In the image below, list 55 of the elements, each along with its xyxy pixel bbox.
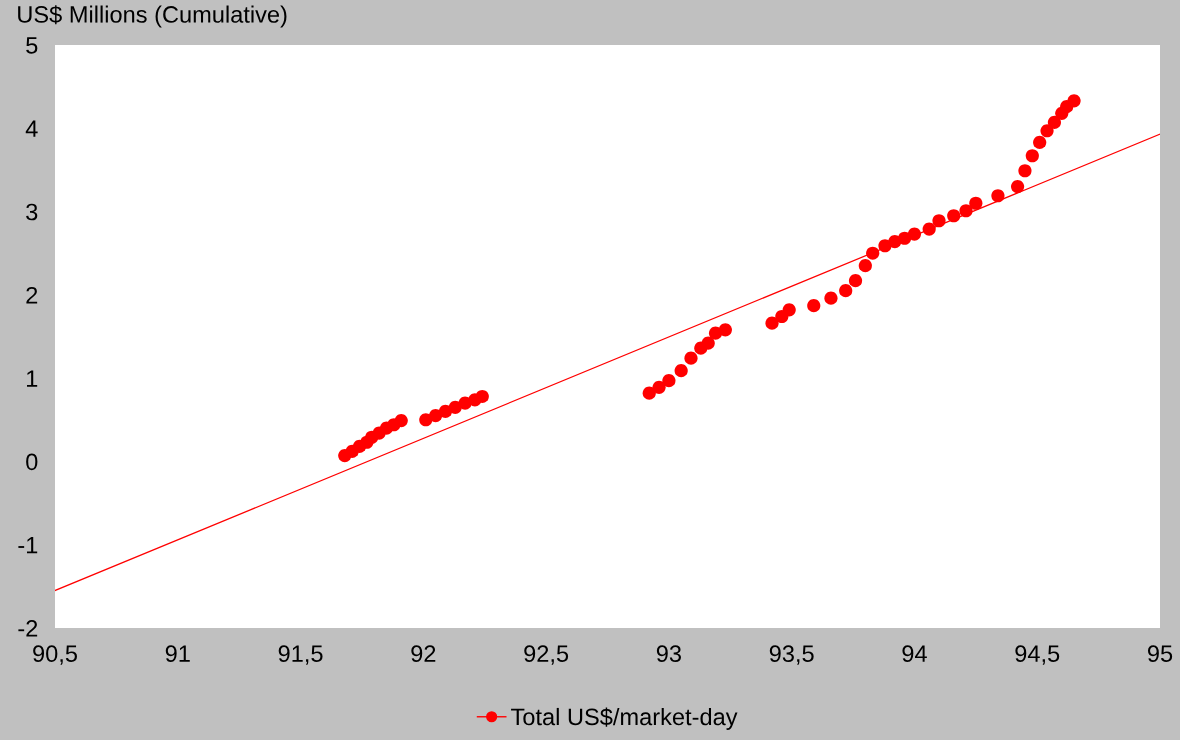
y-tick-label: 1: [27, 370, 38, 387]
point: [824, 291, 838, 305]
y-tick-label: 2: [26, 286, 38, 304]
point: [642, 386, 656, 400]
y-axis-title: US$ Millions (Cumulative): [18, 5, 287, 28]
point: [429, 409, 443, 423]
point: [701, 336, 715, 350]
y-tick-label: -1: [18, 537, 38, 554]
point: [932, 214, 946, 228]
x-tick-label: 91,5: [278, 645, 323, 665]
point: [1025, 149, 1039, 163]
y-tick-label: 3: [26, 203, 38, 221]
x-tick-label: 95: [1147, 645, 1173, 663]
x-tick-label: 94,5: [1015, 645, 1060, 665]
point: [1047, 115, 1061, 130]
point: [684, 351, 698, 365]
point: [448, 400, 462, 414]
point: [991, 189, 1005, 203]
y-tick-label: -2: [18, 620, 38, 637]
point: [848, 274, 863, 288]
point: [839, 284, 853, 298]
x-tick-label: 90,5: [33, 645, 77, 665]
point: [394, 414, 408, 428]
point: [782, 303, 796, 317]
x-tick-label: 93,5: [769, 645, 814, 665]
y-tick-label: 0: [26, 453, 38, 471]
point: [1067, 94, 1081, 108]
point: [475, 389, 489, 404]
point: [947, 209, 961, 223]
point: [858, 259, 872, 273]
point: [898, 231, 912, 245]
point: [1010, 180, 1025, 194]
point: [807, 299, 821, 313]
point: [969, 196, 983, 210]
point: [959, 204, 973, 218]
point: [718, 323, 732, 337]
point: [765, 316, 779, 330]
point: [674, 364, 688, 378]
point: [652, 380, 666, 394]
point: [1018, 164, 1032, 178]
x-tick-label: 92,5: [524, 645, 569, 665]
x-tick-label: 93: [656, 645, 681, 663]
point: [438, 404, 453, 419]
legend-label: Total US$/market-day: [511, 707, 738, 730]
point: [866, 246, 880, 260]
point: [907, 227, 922, 241]
point: [1033, 135, 1047, 150]
y-tick-label: 5: [26, 37, 38, 54]
point: [662, 374, 676, 388]
x-tick-label: 94: [902, 645, 927, 663]
point: [922, 222, 936, 236]
x-tick-label: 91: [165, 645, 190, 663]
point: [1040, 124, 1054, 138]
y-tick-label: 4: [25, 120, 38, 137]
x-tick-label: 92: [411, 645, 436, 663]
